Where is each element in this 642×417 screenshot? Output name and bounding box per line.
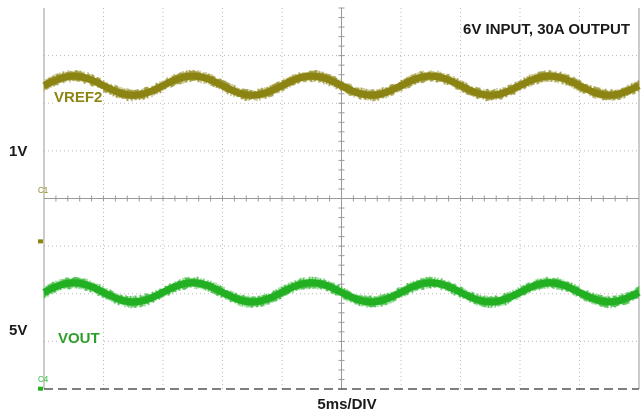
trace-vout bbox=[38, 276, 642, 391]
trace-line-vout bbox=[41, 279, 642, 306]
graticule bbox=[43, 7, 640, 390]
series-label-vref2: VREF2 bbox=[53, 89, 104, 106]
waveform-traces bbox=[38, 69, 642, 391]
ground-marker-vref2 bbox=[38, 239, 43, 244]
channel-scale-label-vout: 5V bbox=[9, 322, 28, 339]
trace-line-vref2 bbox=[41, 72, 642, 99]
trace-vref2 bbox=[38, 69, 642, 244]
channel-marker-c4: C4 bbox=[38, 375, 49, 384]
channel-scale-label-vref2: 1V bbox=[9, 143, 28, 160]
chart-title: 6V INPUT, 30A OUTPUT bbox=[461, 21, 632, 38]
series-label-vout: VOUT bbox=[57, 330, 101, 347]
x-axis-scale-label: 5ms/DIV bbox=[317, 396, 377, 413]
channel-marker-c1: C1 bbox=[38, 186, 49, 195]
ground-marker-vout bbox=[38, 386, 43, 391]
